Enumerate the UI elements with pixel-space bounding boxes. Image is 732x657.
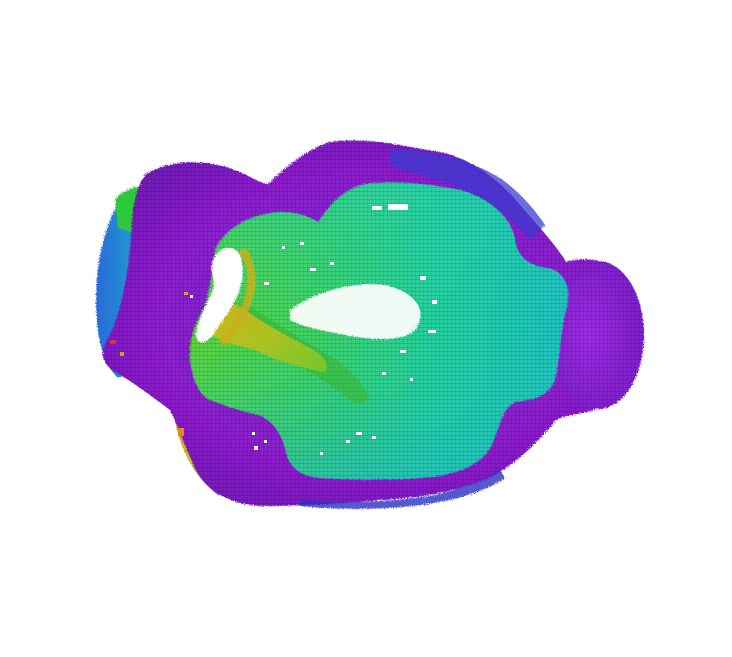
- bottom-rim-blue: [300, 470, 505, 509]
- voxel-gaps: [190, 204, 437, 455]
- right-lobe-texture: [552, 261, 644, 409]
- top-rim-blue: [390, 149, 545, 240]
- opening-rim: [218, 248, 256, 346]
- left-color-specks: [110, 292, 188, 436]
- left-opening: [196, 247, 243, 343]
- central-gap: [290, 284, 421, 340]
